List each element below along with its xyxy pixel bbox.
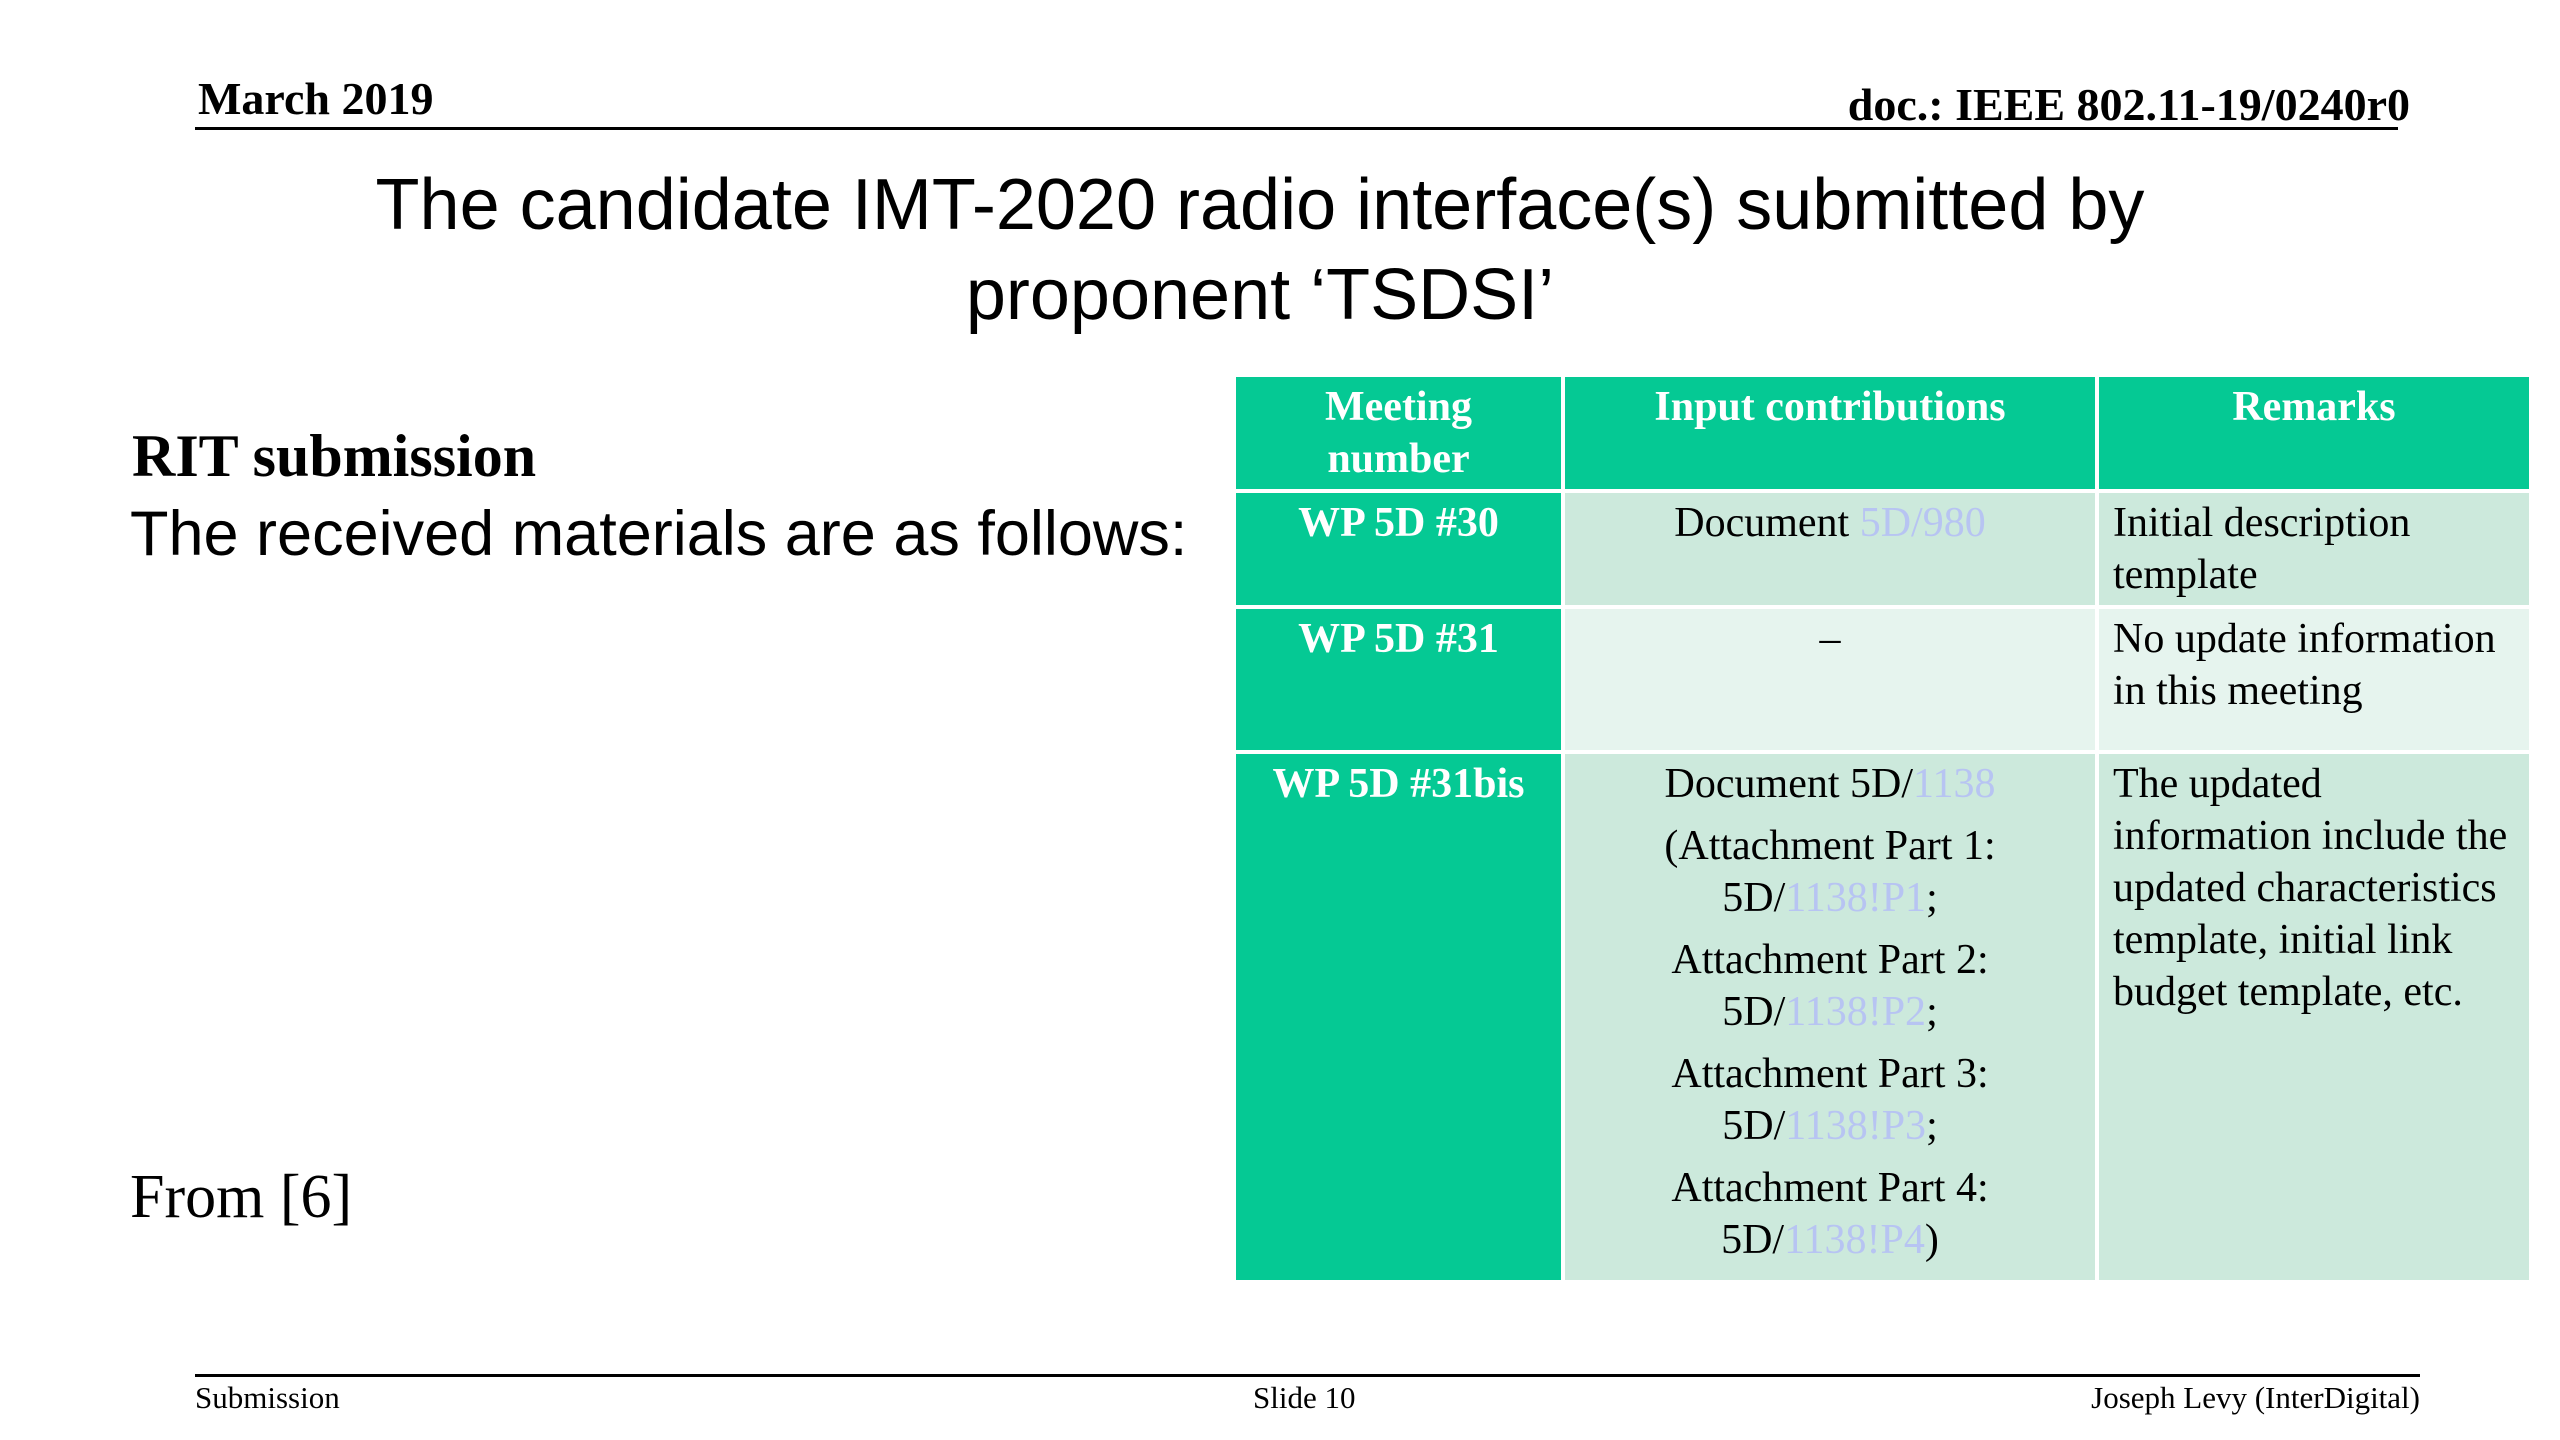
input-paragraph: Attachment Part 4: 5D/1138!P4): [1579, 1162, 2081, 1266]
source-note: From [6]: [130, 1163, 353, 1231]
input-text: Document: [1674, 500, 1860, 546]
meeting-cell: WP 5D #30: [1232, 489, 1565, 609]
document-link[interactable]: 1138!P1: [1785, 875, 1927, 921]
input-text: ): [1924, 1217, 1939, 1263]
table-row: WP 5D #31 – No update information in this …: [1232, 605, 2533, 754]
input-paragraph: Attachment Part 3: 5D/1138!P3;: [1579, 1048, 2081, 1152]
input-text: Document 5D/: [1664, 761, 1913, 807]
header-doc: doc.: IEEE 802.11-19/0240r0: [1847, 79, 2410, 130]
meeting-table: Meeting number Input contributions Remarks…: [1232, 373, 2533, 1284]
footer-right: Joseph Levy (InterDigital): [2091, 1380, 2420, 1415]
input-paragraph: Document 5D/980: [1579, 497, 2081, 549]
remarks-cell: The updated information include the upda…: [2095, 750, 2533, 1284]
meeting-cell: WP 5D #31bis: [1232, 750, 1565, 1284]
remarks-cell: No update information in this meeting: [2095, 605, 2533, 754]
footer-center: Slide 10: [1253, 1380, 1356, 1415]
input-paragraph: Document 5D/1138: [1579, 758, 2081, 810]
meeting-cell: WP 5D #31: [1232, 605, 1565, 754]
table-body: WP 5D #30 Document 5D/980 Initial descript…: [1232, 489, 2533, 1284]
input-text: ;: [1926, 1103, 1938, 1149]
header-date: March 2019: [198, 73, 434, 124]
document-link[interactable]: 1138!P4: [1784, 1217, 1925, 1263]
document-link[interactable]: 5D/980: [1859, 500, 1986, 546]
document-link[interactable]: 1138!P2: [1785, 989, 1927, 1035]
input-text: Attachment Part 3: 5D/: [1671, 1051, 1989, 1149]
remarks-cell: Initial description template: [2095, 489, 2533, 609]
input-text: Attachment Part 2: 5D/: [1671, 937, 1989, 1035]
input-text: Attachment Part 4: 5D/: [1671, 1165, 1989, 1263]
input-text: ;: [1926, 989, 1938, 1035]
header-rule: [195, 127, 2398, 130]
footer-rule: [195, 1374, 2420, 1377]
input-cell: Document 5D/1138 (Attachment Part 1: 5D/1…: [1561, 750, 2099, 1284]
column-header: Input contributions: [1561, 373, 2099, 493]
slide-title: The candidate IMT-2020 radio interface(s…: [375, 165, 2145, 335]
input-paragraph: (Attachment Part 1: 5D/1138!P1;: [1579, 820, 2081, 924]
footer-left: Submission: [195, 1380, 340, 1415]
input-text: –: [1819, 616, 1841, 662]
input-cell: –: [1561, 605, 2099, 754]
document-link[interactable]: 1138: [1913, 761, 1996, 807]
input-text: (Attachment Part 1: 5D/: [1664, 823, 1996, 921]
body-text: The received materials are as follows:: [130, 499, 1188, 569]
column-header: Meeting number: [1232, 373, 1565, 493]
document-link[interactable]: 1138!P3: [1785, 1103, 1927, 1149]
table-row: WP 5D #30 Document 5D/980 Initial descript…: [1232, 489, 2533, 609]
table-row: WP 5D #31bis Document 5D/1138 (Attachment …: [1232, 750, 2533, 1284]
input-paragraph: Attachment Part 2: 5D/1138!P2;: [1579, 934, 2081, 1038]
input-text: ;: [1926, 875, 1938, 921]
table-header: Meeting number Input contributions Remarks: [1232, 373, 2533, 493]
body-heading: RIT submission: [132, 423, 537, 489]
input-cell: Document 5D/980: [1561, 489, 2099, 609]
input-paragraph: –: [1579, 613, 2081, 665]
column-header: Remarks: [2095, 373, 2533, 493]
